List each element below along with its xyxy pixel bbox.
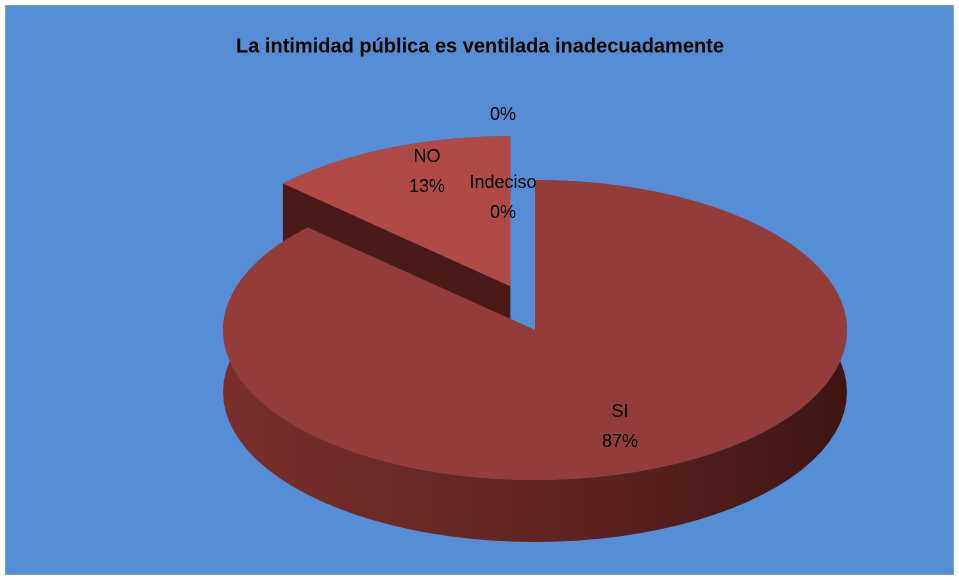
slice-category-label: SI [611, 401, 628, 421]
chart-title: La intimidad pública es ventilada inadec… [236, 35, 724, 57]
slice-value-label: 13% [409, 176, 445, 196]
slice-value-label: 0% [490, 104, 516, 124]
pie-slice [282, 136, 511, 287]
slice-value-label: 87% [602, 431, 638, 451]
slice-category-label: NO [414, 146, 441, 166]
slice-category-label: Indeciso [469, 172, 536, 192]
pie-tops [222, 136, 847, 480]
pie-slice [222, 180, 847, 480]
slice-value-label: 0% [490, 202, 516, 222]
pie-labels: SI 87% NO 13% Indeciso 0% 0% [409, 104, 638, 451]
